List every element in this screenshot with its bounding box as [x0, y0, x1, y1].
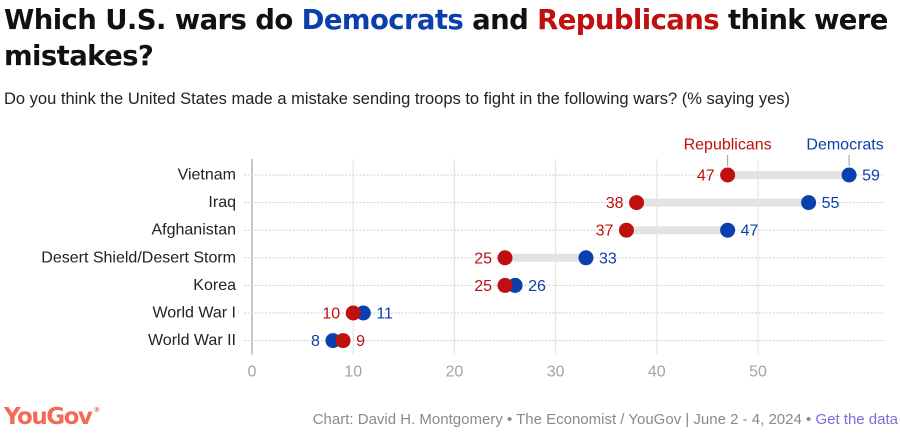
dumbbell-bars: [332, 171, 850, 345]
x-tick-label: 0: [248, 364, 257, 381]
title-part-3: think were mistakes?: [4, 4, 888, 72]
republicans-value-label: 10: [322, 306, 340, 323]
value-labels: 47 59 38 55 37 47 25 33 25 26 10 11 8 9: [311, 168, 880, 351]
footer-credit: Chart: David H. Montgomery • The Economi…: [313, 411, 898, 428]
democrats-point: [841, 167, 857, 183]
democrats-value-label: 59: [862, 168, 880, 185]
democrats-point: [720, 222, 736, 238]
legend: Republicans Democrats: [684, 137, 884, 166]
x-tick-label: 40: [648, 364, 666, 381]
x-tick-labels: 0 10 20 30 40 50: [248, 364, 767, 381]
row-guides: [244, 174, 885, 342]
democrats-point: [578, 250, 594, 266]
democrats-value-label: 26: [528, 278, 546, 295]
democrats-point: [801, 195, 817, 211]
republicans-value-label: 25: [474, 250, 492, 267]
legend-democrats: Democrats: [806, 137, 883, 154]
republicans-point: [629, 195, 645, 211]
democrats-value-label: 55: [822, 195, 840, 212]
category-label: Korea: [193, 277, 236, 294]
chart-title: Which U.S. wars do Democrats and Republi…: [4, 2, 896, 74]
category-labels: Vietnam Iraq Afghanistan Desert Shield/Dese…: [41, 167, 236, 350]
legend-republicans: Republicans: [684, 137, 772, 154]
category-label: World War II: [148, 332, 236, 349]
x-tick-label: 50: [749, 364, 767, 381]
republicans-point: [497, 250, 513, 266]
republicans-value-label: 9: [356, 333, 365, 350]
data-points: [325, 167, 857, 349]
republicans-value-label: 37: [596, 223, 614, 240]
category-label: Desert Shield/Desert Storm: [41, 249, 236, 266]
x-tick-label: 20: [446, 364, 464, 381]
credit-text: Chart: David H. Montgomery • The Economi…: [312, 411, 816, 428]
yougov-logo: YouGov ®: [4, 404, 101, 430]
democrats-value-label: 47: [741, 223, 759, 240]
republicans-point: [335, 333, 351, 349]
category-label: Iraq: [208, 194, 236, 211]
category-label: Afghanistan: [151, 222, 236, 239]
chart-subtitle: Do you think the United States made a mi…: [4, 90, 790, 108]
democrats-value-label: 8: [311, 333, 320, 350]
democrats-value-label: 11: [376, 306, 393, 323]
category-label: Vietnam: [178, 167, 236, 184]
republicans-point: [345, 305, 361, 321]
category-label: World War I: [152, 305, 236, 322]
republicans-value-label: 47: [697, 168, 715, 185]
democrats-value-label: 33: [599, 250, 617, 267]
x-tick-label: 10: [344, 364, 362, 381]
title-democrats: Democrats: [301, 4, 464, 36]
republicans-point: [618, 222, 634, 238]
republicans-point: [720, 167, 736, 183]
republicans-value-label: 38: [606, 195, 624, 212]
x-tick-label: 30: [547, 364, 565, 381]
title-republicans: Republicans: [537, 4, 719, 36]
get-data-link[interactable]: Get the data: [815, 411, 898, 428]
dumbbell-chart: Vietnam Iraq Afghanistan Desert Shield/Dese…: [41, 137, 885, 381]
republicans-value-label: 25: [474, 278, 492, 295]
republicans-point: [497, 277, 513, 293]
title-part-2: and: [463, 4, 538, 36]
title-part-1: Which U.S. wars do: [4, 4, 302, 36]
